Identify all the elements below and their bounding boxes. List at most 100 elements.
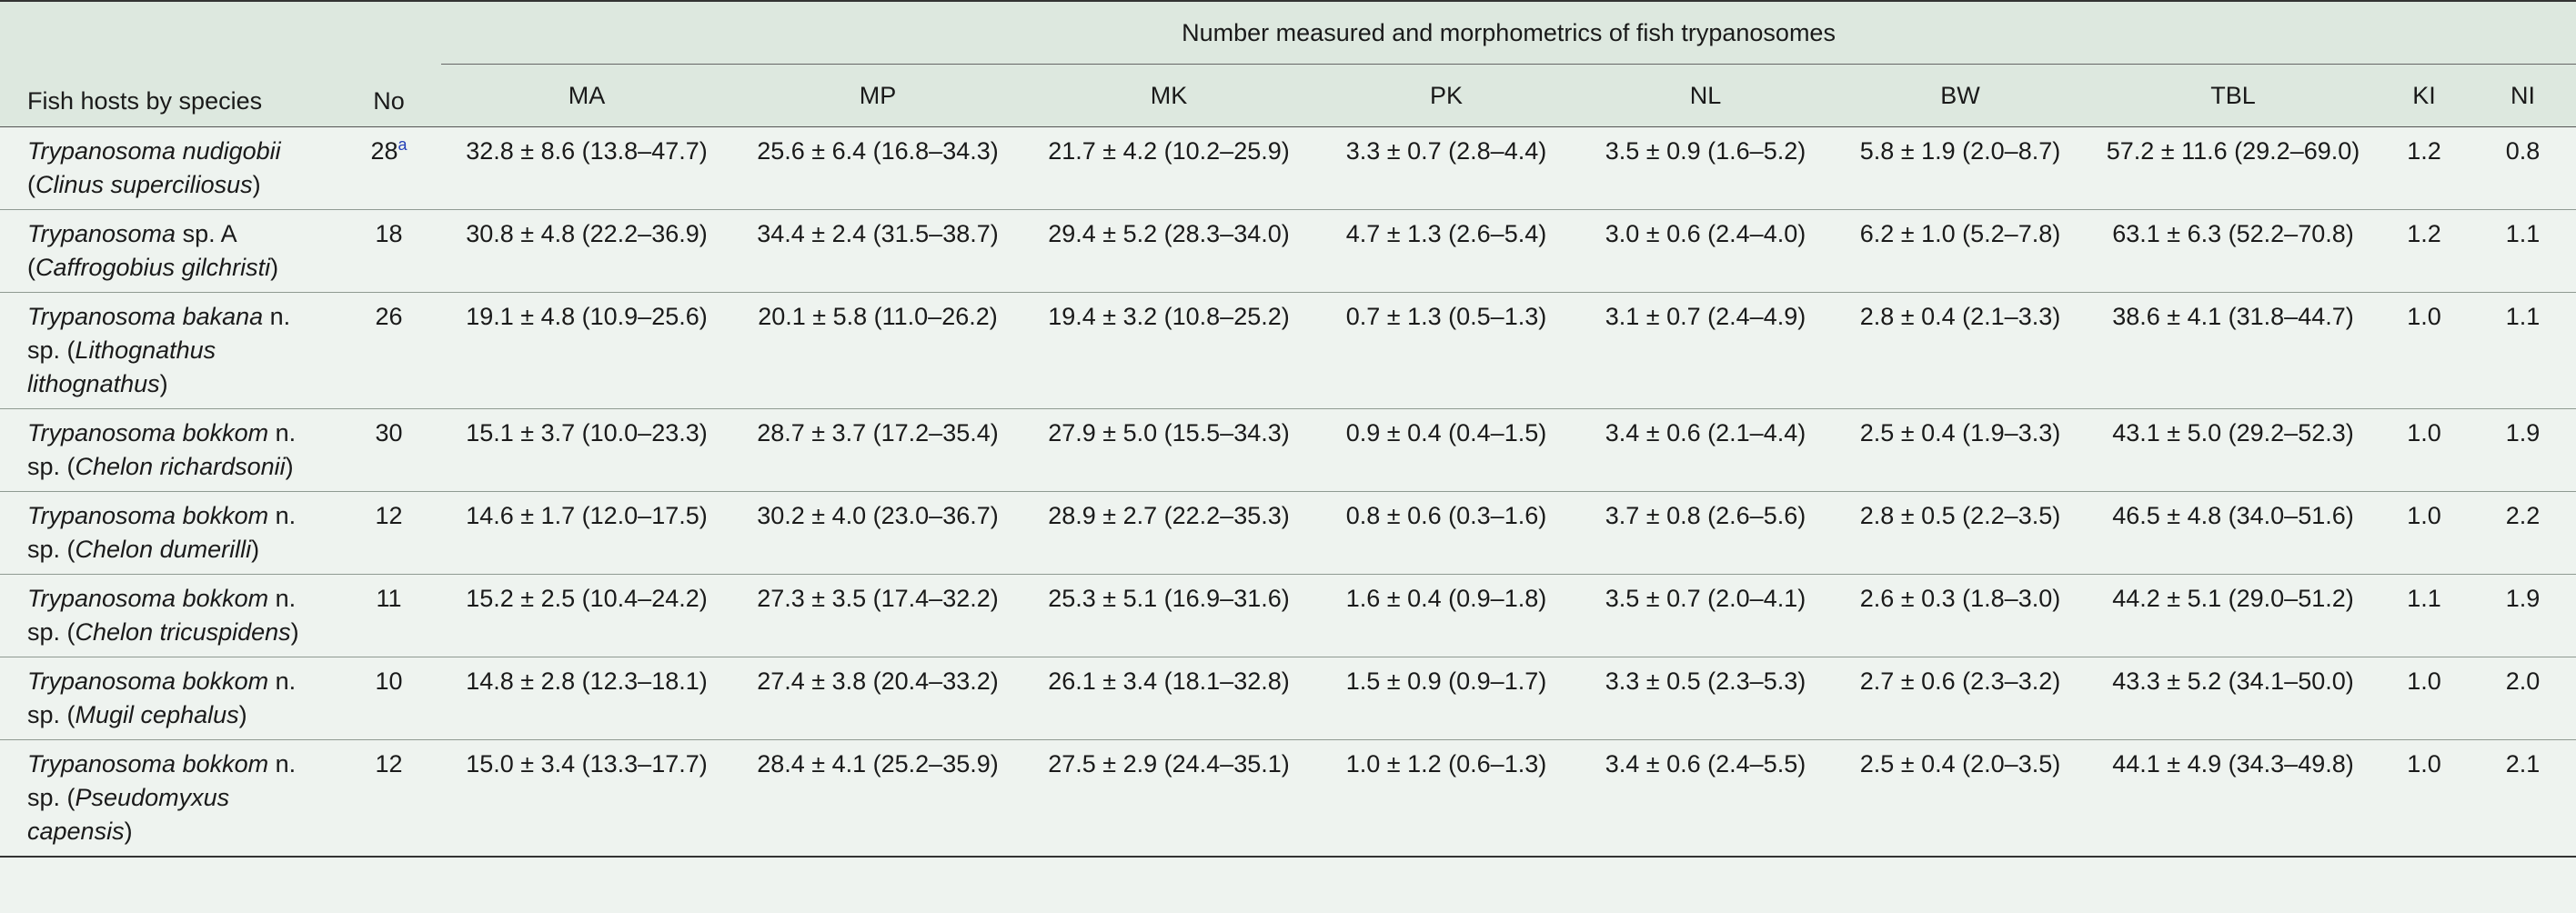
host-paren-open: ( xyxy=(66,784,75,811)
value-cell-ki: 1.2 xyxy=(2407,220,2441,247)
count-value: 26 xyxy=(375,303,403,330)
host-paren-open: ( xyxy=(66,701,75,728)
value-cell-pk: 1.5 ± 0.9 (0.9–1.7) xyxy=(1345,667,1547,695)
host-species-cell: Trypanosoma sp. A (Caffrogobius gilchrist… xyxy=(0,210,337,293)
value-cell-ma: 19.1 ± 4.8 (10.9–25.6) xyxy=(466,303,708,330)
host-paren-close: ) xyxy=(124,818,133,845)
value-cell-mk: 19.4 ± 3.2 (10.8–25.2) xyxy=(1048,303,1290,330)
count-cell: 28a xyxy=(337,127,441,210)
column-header-ma: MA xyxy=(568,81,606,109)
value-cell-pk: 3.3 ± 0.7 (2.8–4.4) xyxy=(1345,137,1547,165)
value-cell-bw: 2.5 ± 0.4 (2.0–3.5) xyxy=(1859,750,2061,778)
value-cell-ni: 1.9 xyxy=(2505,419,2541,446)
host-species-cell: Trypanosoma bokkom n. sp. (Chelon richar… xyxy=(0,409,337,492)
value-cell-tbl: 57.2 ± 11.6 (29.2–69.0) xyxy=(2106,137,2360,165)
host-paren-close: ) xyxy=(238,701,247,728)
count-value: 10 xyxy=(375,667,403,695)
column-header-mp: MP xyxy=(859,81,897,109)
host-paren-close: ) xyxy=(285,453,294,480)
count-cell: 12 xyxy=(337,740,441,858)
parasite-suffix: n. sp. xyxy=(27,502,297,563)
value-cell-ma: 15.1 ± 3.7 (10.0–23.3) xyxy=(466,419,708,446)
value-cell-ki: 1.2 xyxy=(2407,137,2441,165)
table-row: Trypanosoma bokkom n. sp. (Mugil cephalu… xyxy=(0,657,2576,740)
value-cell-mk: 27.5 ± 2.9 (24.4–35.1) xyxy=(1048,750,1290,778)
parasite-suffix: n. sp. xyxy=(27,303,291,364)
parasite-suffix: n. sp. xyxy=(27,667,297,728)
host-species-cell: Trypanosoma bakana n. sp. (Lithognathus … xyxy=(0,293,337,409)
value-cell-bw: 2.6 ± 0.3 (1.8–3.0) xyxy=(1859,585,2061,612)
column-header-bw: BW xyxy=(1940,81,1980,109)
value-cell-nl: 3.5 ± 0.7 (2.0–4.1) xyxy=(1605,585,1806,612)
value-cell-tbl: 44.2 ± 5.1 (29.0–51.2) xyxy=(2112,585,2354,612)
value-cell-ki: 1.0 xyxy=(2407,419,2441,446)
value-cell-mp: 27.3 ± 3.5 (17.4–32.2) xyxy=(757,585,999,612)
value-cell-mp: 28.4 ± 4.1 (25.2–35.9) xyxy=(757,750,999,778)
host-species-cell: Trypanosoma bokkom n. sp. (Pseudomyxus c… xyxy=(0,740,337,858)
host-paren-close: ) xyxy=(270,254,279,281)
value-cell-mk: 21.7 ± 4.2 (10.2–25.9) xyxy=(1048,137,1290,165)
count-value: 30 xyxy=(375,419,403,446)
group-header: Number measured and morphometrics of fis… xyxy=(441,1,2576,65)
count-value: 28 xyxy=(370,137,398,165)
host-paren-open: ( xyxy=(66,453,75,480)
parasite-suffix: sp. A xyxy=(176,220,237,247)
value-cell-mp: 27.4 ± 3.8 (20.4–33.2) xyxy=(757,667,999,695)
value-cell-ma: 14.8 ± 2.8 (12.3–18.1) xyxy=(466,667,708,695)
parasite-suffix: n. sp. xyxy=(27,750,297,811)
host-species-cell: Trypanosoma bokkom n. sp. (Chelon dumeri… xyxy=(0,492,337,575)
count-cell: 18 xyxy=(337,210,441,293)
parasite-name: Trypanosoma bokkom xyxy=(27,502,269,529)
value-cell-mk: 29.4 ± 5.2 (28.3–34.0) xyxy=(1048,220,1290,247)
value-cell-pk: 1.0 ± 1.2 (0.6–1.3) xyxy=(1345,750,1547,778)
value-cell-pk: 0.9 ± 0.4 (0.4–1.5) xyxy=(1345,419,1547,446)
value-cell-ki: 1.0 xyxy=(2407,750,2441,778)
host-name: Mugil cephalus xyxy=(75,701,239,728)
value-cell-bw: 2.8 ± 0.4 (2.1–3.3) xyxy=(1859,303,2061,330)
value-cell-nl: 3.4 ± 0.6 (2.4–5.5) xyxy=(1605,750,1806,778)
footnote-link[interactable]: a xyxy=(397,135,408,154)
count-cell: 12 xyxy=(337,492,441,575)
table-row: Trypanosoma sp. A (Caffrogobius gilchrist… xyxy=(0,210,2576,293)
column-header-mk: MK xyxy=(1150,81,1188,109)
value-cell-ma: 14.6 ± 1.7 (12.0–17.5) xyxy=(466,502,708,529)
parasite-suffix: n. sp. xyxy=(27,585,297,646)
table-row: Trypanosoma bokkom n. sp. (Chelon richar… xyxy=(0,409,2576,492)
parasite-name: Trypanosoma bakana xyxy=(27,303,264,330)
value-cell-tbl: 38.6 ± 4.1 (31.8–44.7) xyxy=(2112,303,2354,330)
table-row: Trypanosoma bokkom n. sp. (Pseudomyxus c… xyxy=(0,740,2576,858)
column-header-pk: PK xyxy=(1429,81,1464,109)
value-cell-ma: 15.2 ± 2.5 (10.4–24.2) xyxy=(466,585,708,612)
value-cell-nl: 3.3 ± 0.5 (2.3–5.3) xyxy=(1605,667,1806,695)
value-cell-ma: 15.0 ± 3.4 (13.3–17.7) xyxy=(466,750,708,778)
value-cell-pk: 0.7 ± 1.3 (0.5–1.3) xyxy=(1345,303,1547,330)
value-cell-tbl: 44.1 ± 4.9 (34.3–49.8) xyxy=(2112,750,2354,778)
value-cell-nl: 3.1 ± 0.7 (2.4–4.9) xyxy=(1605,303,1806,330)
morphometrics-table: Fish hosts by species No Number measured… xyxy=(0,1,2576,858)
table-row: Trypanosoma bakana n. sp. (Lithognathus … xyxy=(0,293,2576,409)
value-cell-tbl: 63.1 ± 6.3 (52.2–70.8) xyxy=(2112,220,2354,247)
host-paren-close: ) xyxy=(251,536,260,563)
value-cell-nl: 3.0 ± 0.6 (2.4–4.0) xyxy=(1605,220,1806,247)
value-cell-ki: 1.0 xyxy=(2407,303,2441,330)
table-row: Trypanosoma bokkom n. sp. (Chelon dumeri… xyxy=(0,492,2576,575)
parasite-name: Trypanosoma bokkom xyxy=(27,585,269,612)
host-paren-open: ( xyxy=(66,618,75,646)
value-cell-ni: 1.9 xyxy=(2505,585,2541,612)
parasite-name: Trypanosoma bokkom xyxy=(27,667,269,695)
column-header-ni: NI xyxy=(2511,81,2536,109)
host-species-cell: Trypanosoma nudigobii (Clinus supercilios… xyxy=(0,127,337,210)
host-name: Caffrogobius gilchristi xyxy=(35,254,271,281)
value-cell-ma: 32.8 ± 8.6 (13.8–47.7) xyxy=(466,137,708,165)
value-cell-nl: 3.5 ± 0.9 (1.6–5.2) xyxy=(1605,137,1806,165)
value-cell-ni: 0.8 xyxy=(2505,137,2541,165)
host-species-cell: Trypanosoma bokkom n. sp. (Mugil cephalu… xyxy=(0,657,337,740)
value-cell-ki: 1.1 xyxy=(2407,585,2441,612)
value-cell-ni: 2.1 xyxy=(2505,750,2541,778)
host-paren-open: ( xyxy=(66,336,75,364)
value-cell-mp: 28.7 ± 3.7 (17.2–35.4) xyxy=(757,419,999,446)
count-cell: 10 xyxy=(337,657,441,740)
column-header-ki: KI xyxy=(2412,81,2436,109)
value-cell-bw: 6.2 ± 1.0 (5.2–7.8) xyxy=(1859,220,2061,247)
